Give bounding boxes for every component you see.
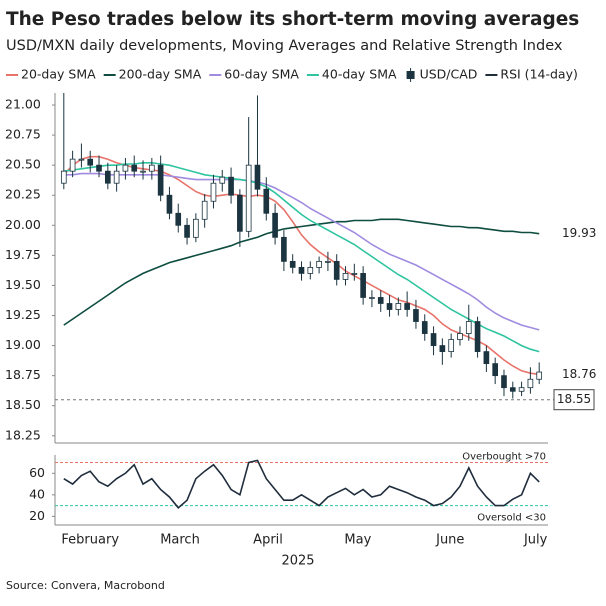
x-tick-label: April xyxy=(253,533,283,548)
y-tick-label: 19.25 xyxy=(5,307,41,322)
x-tick-label: May xyxy=(344,533,371,548)
y-tick-label: 19.75 xyxy=(5,247,41,262)
candle-body xyxy=(351,273,358,275)
band-label: Oversold <30 xyxy=(477,513,546,524)
candle-body xyxy=(272,212,278,238)
y-tick-label: 19.50 xyxy=(5,277,41,292)
legend-label: RSI (14-day) xyxy=(500,67,577,82)
candle-body xyxy=(386,303,393,310)
legend-swatch xyxy=(406,71,415,79)
candle-body xyxy=(263,188,270,214)
y-tick-label: 18.25 xyxy=(5,427,41,442)
candle-body xyxy=(483,351,490,365)
series-line xyxy=(63,172,540,331)
candle-body xyxy=(131,164,138,172)
x-tick-label: February xyxy=(61,533,119,548)
candle-body xyxy=(325,260,331,263)
candle-body xyxy=(78,158,85,161)
candle-body xyxy=(430,333,437,346)
candle-body xyxy=(140,170,146,173)
candle-body xyxy=(298,266,305,274)
candle-body xyxy=(237,194,243,232)
chart-title: The Peso trades below its short-term mov… xyxy=(6,9,579,30)
y-tick-label: 20.00 xyxy=(5,217,41,232)
band-label: Overbought >70 xyxy=(462,452,546,463)
candle-body xyxy=(501,375,507,389)
candle-body xyxy=(369,297,375,299)
candle-body xyxy=(421,321,428,334)
candle-body xyxy=(527,378,534,389)
y-tick-label: 20 xyxy=(29,508,45,523)
candle-body xyxy=(149,164,155,172)
candle-body xyxy=(157,164,164,196)
candle-body xyxy=(492,363,498,377)
chart-subtitle: USD/MXN daily developments, Moving Avera… xyxy=(6,38,563,54)
legend-label: 200-day SMA xyxy=(119,67,202,82)
candle-body xyxy=(245,164,252,232)
candle-body xyxy=(281,236,287,262)
candle-body xyxy=(193,218,199,238)
candle-body xyxy=(465,321,472,334)
x-axis-label: 2025 xyxy=(281,554,314,569)
candle-body xyxy=(87,158,94,166)
candle-body xyxy=(289,260,296,268)
candle-body xyxy=(377,297,384,304)
y-tick-label: 60 xyxy=(29,465,45,480)
y-tick-label: 21.00 xyxy=(5,97,41,112)
y-tick-label: 20.25 xyxy=(5,187,41,202)
candle-body xyxy=(219,176,226,184)
y-tick-label: 18.75 xyxy=(5,367,41,382)
series-line xyxy=(63,218,540,326)
candle-body xyxy=(457,333,463,340)
candle-body xyxy=(316,260,322,268)
x-tick-label: March xyxy=(160,533,200,548)
legend-label: USD/CAD xyxy=(420,67,478,82)
legend-label: 60-day SMA xyxy=(224,67,299,82)
x-tick-label: June xyxy=(435,533,464,548)
annotation-label: 18.55 xyxy=(557,392,591,406)
candle-body xyxy=(69,158,76,172)
annotation-label: 18.76 xyxy=(562,367,596,381)
candle-body xyxy=(96,164,102,172)
y-tick-label: 18.50 xyxy=(5,397,41,412)
legend-label: 40-day SMA xyxy=(322,67,397,82)
candle-body xyxy=(228,176,234,196)
candle-body xyxy=(105,170,111,184)
candle-body xyxy=(360,273,366,298)
candle-body xyxy=(122,164,129,172)
y-tick-label: 19.00 xyxy=(5,337,41,352)
candle-body xyxy=(184,224,190,238)
candle-body xyxy=(333,260,340,280)
candle-body xyxy=(210,182,217,202)
x-tick-label: July xyxy=(523,533,548,548)
source: Source: Convera, Macrobond xyxy=(6,579,165,592)
candle-body xyxy=(166,194,173,214)
candle-body xyxy=(439,345,446,352)
candle-body xyxy=(509,387,516,392)
candle-body xyxy=(60,170,67,184)
candle-body xyxy=(342,273,349,280)
candle-body xyxy=(201,200,208,220)
y-tick-label: 20.75 xyxy=(5,127,41,142)
series-line xyxy=(63,459,540,509)
candle-body xyxy=(395,303,402,310)
candle-body xyxy=(474,321,481,352)
candle-body xyxy=(307,266,314,274)
candle-body xyxy=(254,164,261,190)
candle-body xyxy=(536,371,543,380)
candle-body xyxy=(518,387,525,392)
legend-label: 20-day SMA xyxy=(21,67,96,82)
annotation-box xyxy=(553,389,595,411)
candle-body xyxy=(113,170,120,184)
candle-body xyxy=(404,303,410,310)
annotation-label: 19.93 xyxy=(562,226,596,240)
candle-body xyxy=(448,339,454,352)
y-tick-label: 40 xyxy=(29,486,45,501)
candle-body xyxy=(175,212,182,226)
candle-body xyxy=(413,309,419,322)
legend: 20-day SMA 200-day SMA 60-day SMA 40-day SM… xyxy=(6,67,578,82)
y-tick-label: 20.50 xyxy=(5,157,41,172)
